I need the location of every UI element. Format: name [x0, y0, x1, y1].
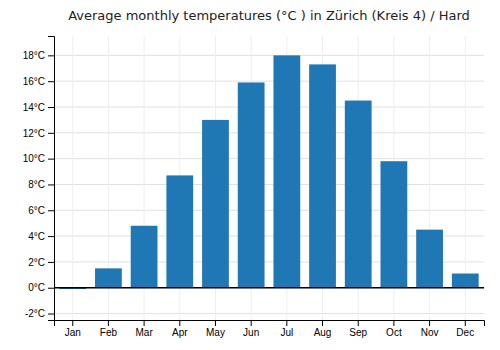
- x-tick-mark: [358, 320, 359, 326]
- x-tick-label: May: [206, 327, 225, 338]
- y-tick-mark: [48, 133, 54, 134]
- y-tick-label: 0°C: [28, 282, 45, 293]
- y-tick-label: 8°C: [28, 179, 45, 190]
- y-tick-label: 2°C: [28, 257, 45, 268]
- x-tick-label: Apr: [172, 327, 188, 338]
- y-tick-mark: [48, 159, 54, 160]
- x-tick-label: Jun: [243, 327, 259, 338]
- x-tick-label: Dec: [456, 327, 474, 338]
- bar: [166, 175, 193, 287]
- y-tick: 18°C: [23, 50, 54, 61]
- y-grid-line: [54, 210, 484, 211]
- x-tick: Jan: [65, 320, 81, 338]
- x-tick-label: Sep: [349, 327, 367, 338]
- y-tick: 4°C: [28, 231, 54, 242]
- y-tick: 6°C: [28, 205, 54, 216]
- y-grid-line: [54, 81, 484, 82]
- x-tick-mark: [179, 320, 180, 326]
- x-tick: Oct: [386, 320, 402, 338]
- bar: [238, 82, 265, 287]
- bar: [202, 120, 229, 288]
- x-tick-label: Jan: [65, 327, 81, 338]
- y-tick-label: 16°C: [23, 76, 45, 87]
- bar: [345, 101, 372, 288]
- y-grid-line: [54, 107, 484, 108]
- x-tick-mark: [393, 320, 394, 326]
- x-tick: Apr: [172, 320, 188, 338]
- y-grid-line: [54, 287, 484, 288]
- bar: [273, 55, 300, 287]
- x-tick-mark: [286, 320, 287, 326]
- grid: [54, 36, 484, 320]
- y-grid-line: [54, 184, 484, 185]
- y-grid-line: [54, 158, 484, 159]
- y-tick-label: -2°C: [25, 308, 45, 319]
- x-tick: Nov: [421, 320, 439, 338]
- y-tick-mark: [48, 55, 54, 56]
- y-tick-label: 18°C: [23, 50, 45, 61]
- y-tick-mark: [48, 288, 54, 289]
- x-tick-mark: [251, 320, 252, 326]
- bar: [452, 274, 479, 288]
- y-axis: -2°C 0°C 2°C 4°C 6°C 8°C 10°C 12°C 14°C 16°C 18°C: [23, 37, 55, 321]
- bar: [416, 230, 443, 288]
- x-tick-mark: [465, 320, 466, 326]
- y-tick-label: 14°C: [23, 102, 45, 113]
- x-tick: Dec: [456, 320, 474, 338]
- title: Average monthly temperatures (°C ) in Zü…: [68, 8, 470, 23]
- y-tick-mark: [48, 81, 54, 82]
- y-tick-label: 6°C: [28, 205, 45, 216]
- x-tick: Jun: [243, 320, 259, 338]
- y-tick: 2°C: [28, 257, 54, 268]
- bar: [95, 268, 122, 287]
- plot-area: [54, 55, 484, 289]
- x-tick-label: Feb: [100, 327, 118, 338]
- y-grid-line: [54, 55, 484, 56]
- y-tick-mark: [48, 314, 54, 315]
- y-tick: 12°C: [23, 128, 54, 139]
- y-tick-mark: [48, 107, 54, 108]
- x-tick-mark: [72, 320, 73, 326]
- y-tick-mark: [48, 210, 54, 211]
- x-tick-mark: [144, 320, 145, 326]
- y-tick-mark: [48, 184, 54, 185]
- y-tick: -2°C: [25, 308, 54, 319]
- x-tick: Jul: [280, 320, 293, 338]
- x-tick: Sep: [349, 320, 367, 338]
- y-tick: 10°C: [23, 153, 54, 164]
- x-tick-mark: [322, 320, 323, 326]
- y-tick-mark: [48, 236, 54, 237]
- x-tick-label: Oct: [386, 327, 402, 338]
- y-axis-line: [48, 37, 55, 321]
- chart: Average monthly temperatures (°C ) in Zü…: [0, 0, 500, 350]
- y-tick: 16°C: [23, 76, 54, 87]
- x-tick: Mar: [135, 320, 153, 338]
- y-tick: 0°C: [28, 282, 54, 293]
- x-tick-mark: [108, 320, 109, 326]
- y-grid-line: [54, 313, 484, 314]
- x-tick-mark: [429, 320, 430, 326]
- y-grid-line: [54, 132, 484, 133]
- x-tick-label: Jul: [280, 327, 293, 338]
- y-tick: 14°C: [23, 102, 54, 113]
- y-tick-label: 10°C: [23, 153, 45, 164]
- x-axis-line: [55, 321, 485, 327]
- x-tick-mark: [215, 320, 216, 326]
- y-tick-label: 12°C: [23, 128, 45, 139]
- x-tick: May: [206, 320, 225, 338]
- x-tick: Aug: [314, 320, 332, 338]
- x-tick-label: Aug: [314, 327, 332, 338]
- x-tick-label: Nov: [421, 327, 439, 338]
- bar: [381, 161, 408, 288]
- y-tick: 8°C: [28, 179, 54, 190]
- x-axis: Jan Feb Mar Apr May Jun Jul Aug Sep Oct Nov Dec: [55, 320, 485, 338]
- bar: [131, 226, 158, 288]
- x-grid-line: [72, 36, 73, 320]
- x-tick-label: Mar: [135, 327, 153, 338]
- x-tick: Feb: [100, 320, 118, 338]
- zero-line: [54, 287, 484, 289]
- y-tick-mark: [48, 262, 54, 263]
- y-tick-label: 4°C: [28, 231, 45, 242]
- bar: [309, 64, 336, 287]
